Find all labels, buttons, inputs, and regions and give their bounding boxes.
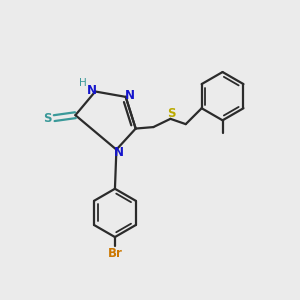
- Text: S: S: [44, 112, 52, 124]
- Text: Br: Br: [107, 247, 122, 260]
- Text: H: H: [79, 78, 87, 88]
- Text: S: S: [167, 107, 176, 120]
- Text: N: N: [125, 89, 135, 102]
- Text: N: N: [87, 83, 97, 97]
- Text: N: N: [114, 146, 124, 159]
